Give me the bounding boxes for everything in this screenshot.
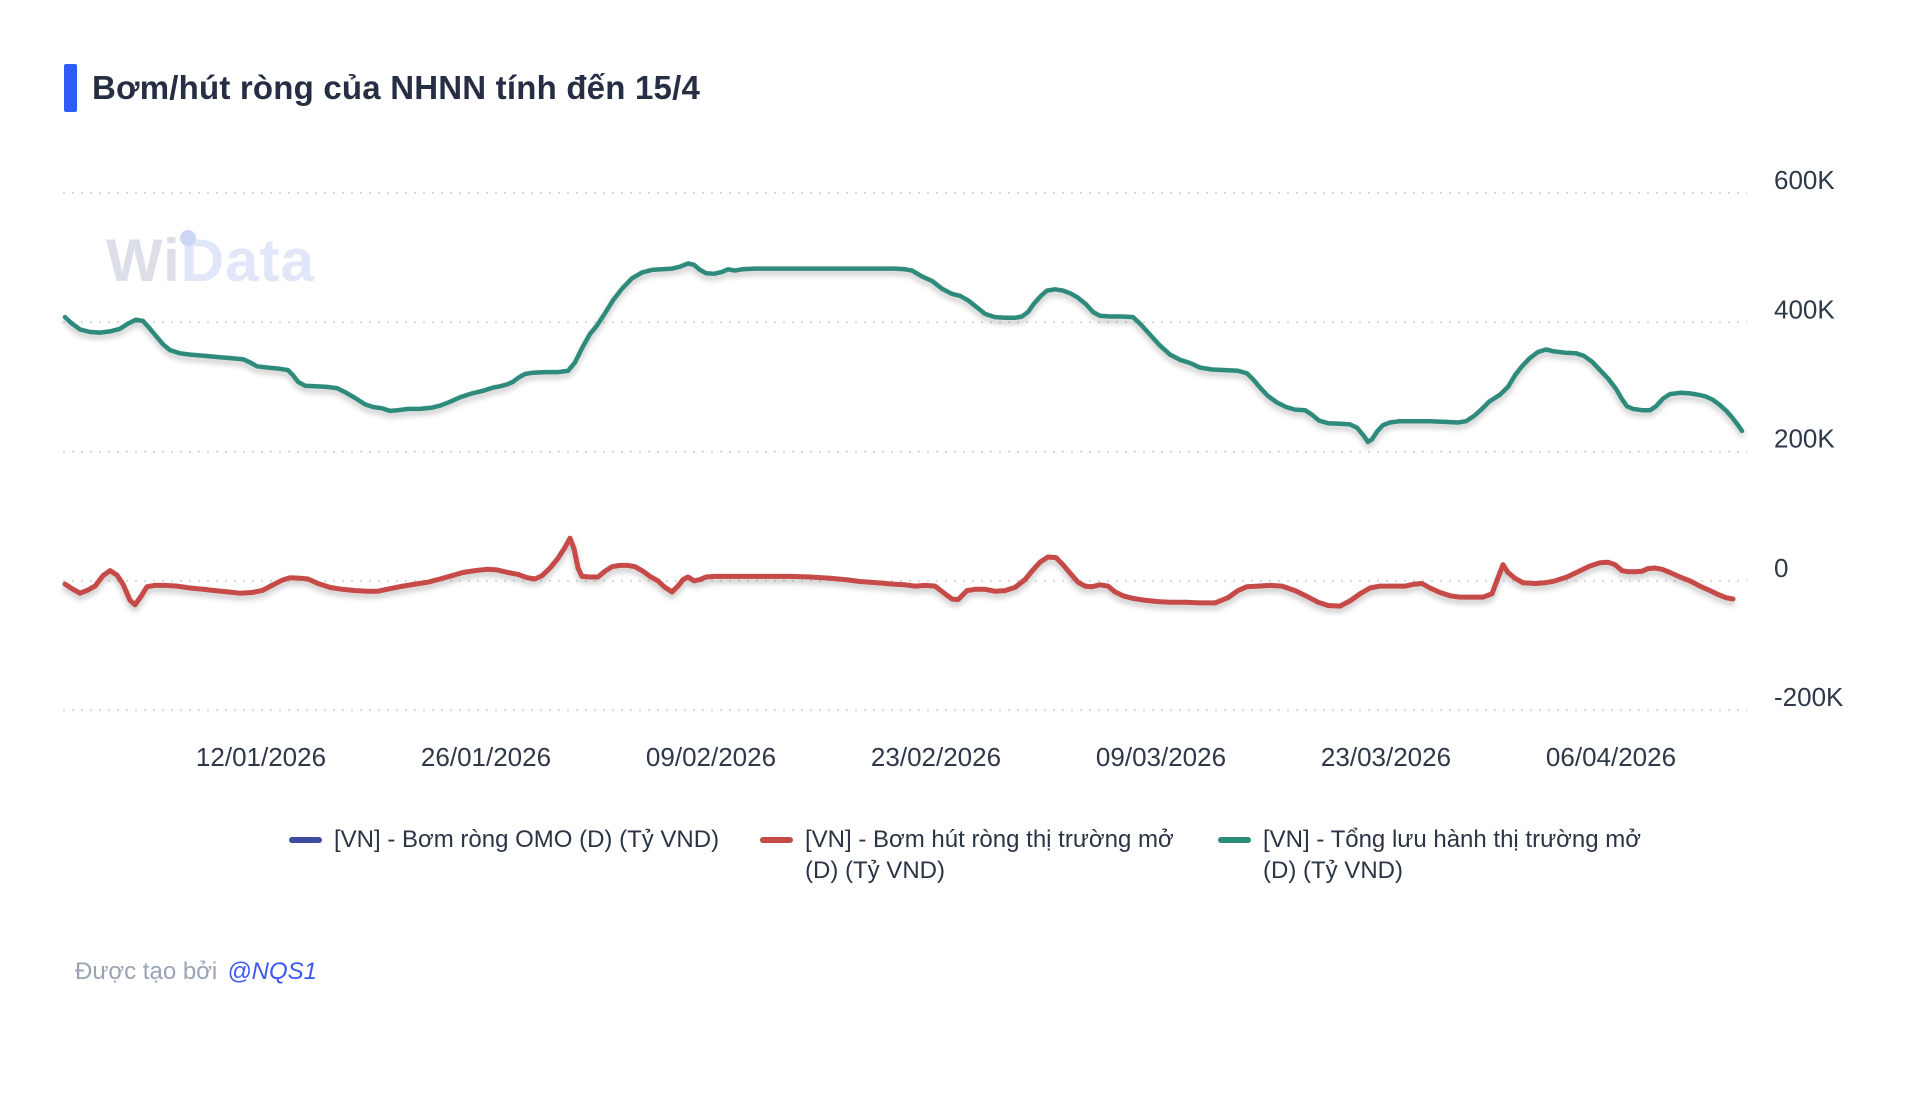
x-axis-labels: 12/01/2026 26/01/2026 09/02/2026 23/02/2026… [196, 742, 1676, 772]
x-tick-label: 06/04/2026 [1546, 742, 1676, 772]
series-lines [62, 261, 1745, 609]
title-accent-bar [64, 64, 77, 112]
legend-item-bom-hut-rong[interactable]: [VN] - Bơm hút ròng thị trường mở (D) (T… [760, 824, 1174, 886]
x-tick-label: 23/03/2026 [1321, 742, 1451, 772]
x-tick-label: 23/02/2026 [871, 742, 1001, 772]
legend-label-line2: (D) (Tỷ VND) [1263, 857, 1403, 884]
series-line-1 [62, 535, 1736, 609]
watermark-i-dot [180, 230, 196, 246]
x-tick-label: 09/03/2026 [1096, 742, 1226, 772]
watermark: WiData [106, 226, 315, 295]
y-tick-label: 600K [1774, 165, 1835, 195]
legend-label-line1: [VN] - Bơm hút ròng thị trường mở [805, 826, 1174, 853]
footer-credit: Được tạo bởi @NQS1 [75, 958, 317, 986]
legend-dash-red [760, 837, 793, 843]
legend-label-line1: [VN] - Bơm ròng OMO (D) (Tỷ VND) [334, 826, 720, 853]
watermark-wi: Wi [106, 227, 181, 294]
y-tick-label: -200K [1774, 682, 1844, 712]
legend-label-line1: [VN] - Tổng lưu hành thị trường mở [1263, 826, 1641, 853]
y-axis-labels: 600K 400K 200K 0 -200K [1774, 165, 1844, 712]
page-title: Bơm/hút ròng của NHNN tính đến 15/4 [92, 69, 700, 106]
x-tick-label: 09/02/2026 [646, 742, 776, 772]
legend-label: [VN] - Bơm ròng OMO (D) (Tỷ VND) [334, 824, 719, 855]
x-tick-label: 12/01/2026 [196, 742, 326, 772]
y-tick-label: 200K [1774, 424, 1835, 454]
x-tick-label: 26/01/2026 [421, 742, 551, 772]
gridlines [63, 192, 1747, 712]
legend-label-line2: (D) (Tỷ VND) [805, 857, 945, 884]
legend-label: [VN] - Tổng lưu hành thị trường mở (D) (… [1263, 824, 1641, 886]
legend-dash-blue [289, 837, 322, 843]
legend-dash-green [1218, 837, 1251, 843]
credit-prefix: Được tạo bởi [75, 958, 218, 985]
legend-label: [VN] - Bơm hút ròng thị trường mở (D) (T… [805, 824, 1174, 886]
credit-handle-link[interactable]: @NQS1 [227, 958, 317, 985]
series-line-2 [62, 261, 1745, 445]
chart-header: Bơm/hút ròng của NHNN tính đến 15/4 [64, 64, 700, 112]
legend-item-omo[interactable]: [VN] - Bơm ròng OMO (D) (Tỷ VND) [289, 824, 719, 855]
y-tick-label: 0 [1774, 553, 1788, 583]
legend-item-tong-luu-hanh[interactable]: [VN] - Tổng lưu hành thị trường mở (D) (… [1218, 824, 1641, 886]
watermark-data: Data [180, 227, 315, 294]
y-tick-label: 400K [1774, 294, 1835, 324]
